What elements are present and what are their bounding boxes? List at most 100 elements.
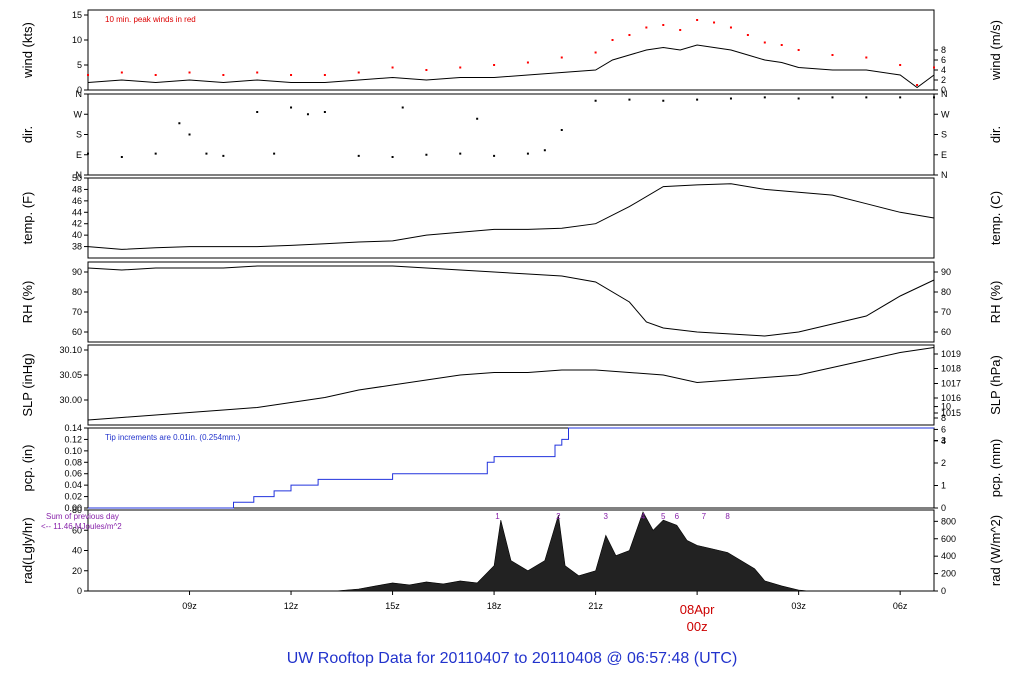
ytick-label-right-rad: 0 [941,586,946,596]
peak-wind-point [425,69,428,71]
annotation-wind: 10 min. peak winds in red [105,15,196,24]
ytick-label-right-dir: S [941,130,947,140]
precip-step-line [88,427,934,509]
ytick-label-right-slp: 1018 [941,364,961,374]
ytick-label-right-dir: E [941,150,947,160]
peak-wind-point [154,74,157,76]
ytick-label-left-temp: 40 [72,230,82,240]
peak-wind-point [713,21,716,24]
peak-wind-point [120,71,123,74]
ytick-label-right-rad: 200 [941,569,956,579]
ytick-label-right-pcp: 0 [941,503,946,513]
ytick-label-left-dir: W [74,109,83,119]
direction-point [797,97,800,100]
ylabel-right-wind: wind (m/s) [988,20,1003,81]
direction-point [425,153,428,156]
ylabel-left-dir: dir. [20,126,35,143]
peak-wind-point [696,19,699,21]
panel-frame-rh [87,261,935,343]
ytick-label-left-rad: 60 [72,525,82,535]
ytick-label-left-rad: 20 [72,566,82,576]
panel-frame-wind [87,9,935,91]
direction-point [865,96,868,99]
date-label: 08Apr [680,602,715,617]
radiation-marker: 3 [604,512,609,521]
ytick-label-left-dir: N [76,170,83,180]
direction-point [763,96,766,99]
xtick-label: 06z [893,601,908,611]
ylabel-left-rh: RH (%) [20,281,35,324]
ytick-label-left-pcp: 0.04 [64,480,82,490]
peak-wind-point [865,56,868,59]
peak-wind-point [628,34,631,36]
direction-point [476,117,479,120]
peak-wind-point [323,74,326,76]
peak-wind-point [729,26,732,29]
ytick-label-right-dir: N [941,170,948,180]
ytick-label-right-rh: 60 [941,327,951,337]
ytick-label-right-temp: 6 [941,424,946,434]
radiation-daily-sum-value: <-- 11.46 MJoules/m^2 [41,522,122,531]
ytick-label-right-slp: 1016 [941,393,961,403]
peak-wind-point [899,64,902,66]
direction-point [205,152,208,155]
direction-point [594,99,597,102]
ylabel-right-dir: dir. [988,126,1003,143]
ylabel-right-temp: temp. (C) [988,191,1003,245]
peak-wind-point [526,61,529,64]
radiation-marker: 8 [725,512,730,521]
radiation-daily-sum-label: Sum of previous day [46,512,119,521]
direction-point [188,133,191,136]
peak-wind-point [916,84,919,86]
radiation-marker: 1 [495,512,500,521]
peak-wind-point [831,54,834,56]
peak-wind-point [256,71,259,74]
ytick-label-left-temp: 44 [72,207,82,217]
ytick-label-right-temp: 4 [941,436,946,446]
ytick-label-left-temp: 42 [72,219,82,229]
direction-point [178,122,181,125]
xtick-label: 21z [588,601,603,611]
ytick-label-right-rad: 800 [941,516,956,526]
ytick-label-right-temp: 8 [941,413,946,423]
ylabel-left-slp: SLP (inHg) [20,353,35,416]
peak-wind-point [679,29,682,31]
ytick-label-right-pcp: 1 [941,481,946,491]
direction-point [662,99,665,102]
ytick-label-left-rad: 80 [72,505,82,515]
ylabel-right-pcp: pcp. (mm) [988,439,1003,498]
ytick-label-left-slp: 30.10 [59,345,82,355]
peak-wind-point [188,71,191,74]
ytick-label-left-pcp: 0.06 [64,469,82,479]
series-line-temp [87,183,935,250]
ytick-label-left-pcp: 0.08 [64,457,82,467]
peak-wind-point [357,71,360,74]
radiation-marker: 2 [556,512,561,521]
ytick-label-right-temp: 10 [941,402,951,412]
ytick-label-left-rh: 90 [72,267,82,277]
direction-point [323,111,326,113]
direction-point [459,152,462,155]
ytick-label-left-pcp: 0.00 [64,503,82,513]
ytick-label-right-slp: 1015 [941,408,961,418]
direction-point [526,152,529,155]
direction-point [729,97,732,100]
ytick-label-right-wind: 2 [941,75,946,85]
direction-point [401,106,404,109]
ytick-label-right-rh: 80 [941,287,951,297]
ytick-label-right-slp: 1019 [941,349,961,359]
direction-point [306,113,309,116]
peak-wind-point [662,24,665,26]
peak-wind-point [87,74,89,76]
ytick-label-right-slp: 1017 [941,379,961,389]
radiation-area [334,511,809,592]
ytick-label-left-wind: 10 [72,35,82,45]
ytick-label-right-dir: N [941,89,948,99]
direction-point [899,96,902,99]
ylabel-left-temp: temp. (F) [20,192,35,245]
direction-point [696,98,699,101]
direction-point [222,154,225,157]
ytick-label-right-rh: 90 [941,267,951,277]
ytick-label-left-rad: 0 [77,586,82,596]
